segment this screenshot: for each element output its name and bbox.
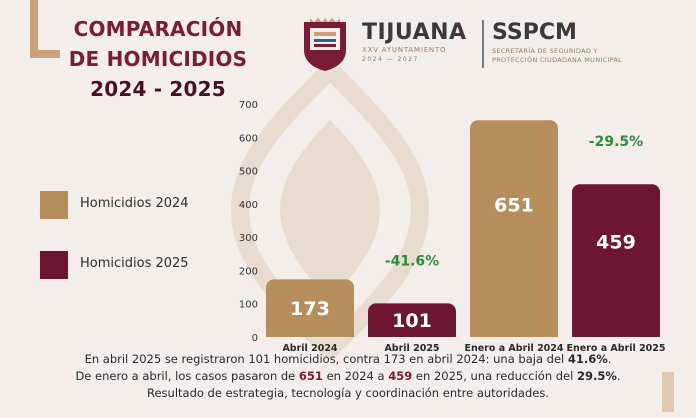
bar-base: [266, 327, 354, 337]
footer-line-1: En abril 2025 se registraron 101 homicid…: [0, 351, 696, 368]
footer-l1-pct: 41.6%: [567, 352, 608, 366]
title-line-2: DE HOMICIDIOS: [68, 47, 248, 71]
y-tick-label: 600: [239, 133, 258, 144]
y-tick-label: 500: [239, 167, 258, 178]
bar-base: [368, 327, 456, 337]
y-tick-label: 0: [252, 333, 258, 344]
city-name: TIJUANA: [362, 20, 467, 45]
y-tick-label: 200: [239, 266, 258, 277]
corner-decoration: [30, 0, 38, 52]
ayuntamiento-years: 2024 — 2027: [362, 56, 419, 63]
agency-line-1: SECRETARÍA DE SEGURIDAD Y: [492, 47, 598, 55]
agency-full-name: SECRETARÍA DE SEGURIDAD Y PROTECCIÓN CIU…: [492, 47, 662, 65]
title-years: 2024 - 2025: [90, 77, 226, 101]
agency-name: SSPCM: [492, 20, 577, 45]
footer-l2-text: De enero a abril, los casos pasaron de: [75, 369, 299, 383]
footer-line-3: Resultado de estrategia, tecnología y co…: [146, 386, 549, 400]
y-tick-label: 100: [239, 300, 258, 311]
agency-line-2: PROTECCIÓN CIUDADANA MUNICIPAL: [492, 56, 623, 64]
logo-divider: [482, 20, 484, 68]
category-label: Enero a Abril 2024: [464, 343, 563, 354]
corner-decoration-bar: [30, 50, 60, 58]
y-tick-label: 700: [239, 100, 258, 111]
footer-l2-2024: 651: [298, 369, 323, 383]
y-tick-label: 400: [239, 200, 258, 211]
page-title: COMPARACIÓN DE HOMICIDIOS 2024 - 2025: [58, 14, 258, 104]
bar-value-label: 651: [494, 194, 534, 216]
bar: [266, 279, 354, 337]
legend-label-2024: Homicidios 2024: [80, 196, 189, 211]
footer-l2-mid1: en 2024 a: [322, 369, 389, 383]
bar-value-label: 173: [290, 298, 330, 320]
header-logos: TIJUANA XXV AYUNTAMIENTO 2024 — 2027 SSP…: [300, 16, 660, 76]
footer-l2-mid2: en 2025, una reducción del: [412, 369, 577, 383]
footer-l2-end: .: [616, 369, 621, 383]
bar: [572, 184, 660, 337]
legend-swatch-2025: [40, 251, 68, 279]
y-tick-label: 300: [239, 233, 258, 244]
bar-base: [572, 327, 660, 337]
bar-value-label: 459: [596, 231, 636, 253]
ayuntamiento-label: XXV AYUNTAMIENTO: [362, 46, 447, 54]
footer-l1-text: En abril 2025 se registraron 101 homicid…: [84, 352, 568, 366]
change-annotation: -29.5%: [589, 134, 643, 150]
footer-l2-pct: 29.5%: [576, 369, 617, 383]
watermark-pattern: [230, 60, 430, 360]
footer-l2-2025: 459: [388, 369, 413, 383]
bar: [470, 120, 558, 337]
change-annotation: -41.6%: [385, 253, 439, 269]
category-label: Abril 2025: [384, 343, 439, 354]
category-label: Abril 2024: [282, 343, 337, 354]
legend-label-2025: Homicidios 2025: [80, 256, 189, 271]
legend-swatch-2024: [40, 191, 68, 219]
footer-text: En abril 2025 se registraron 101 homicid…: [0, 351, 696, 402]
footer-line-2: De enero a abril, los casos pasaron de 6…: [0, 368, 696, 385]
city-seal-icon: [304, 18, 346, 71]
bar-value-label: 101: [392, 310, 432, 332]
title-line-1: COMPARACIÓN: [73, 17, 243, 41]
footer-l1-end: .: [607, 352, 612, 366]
column-decoration: [662, 372, 674, 412]
category-label: Enero a Abril 2025: [566, 343, 665, 354]
bar-base: [470, 327, 558, 337]
